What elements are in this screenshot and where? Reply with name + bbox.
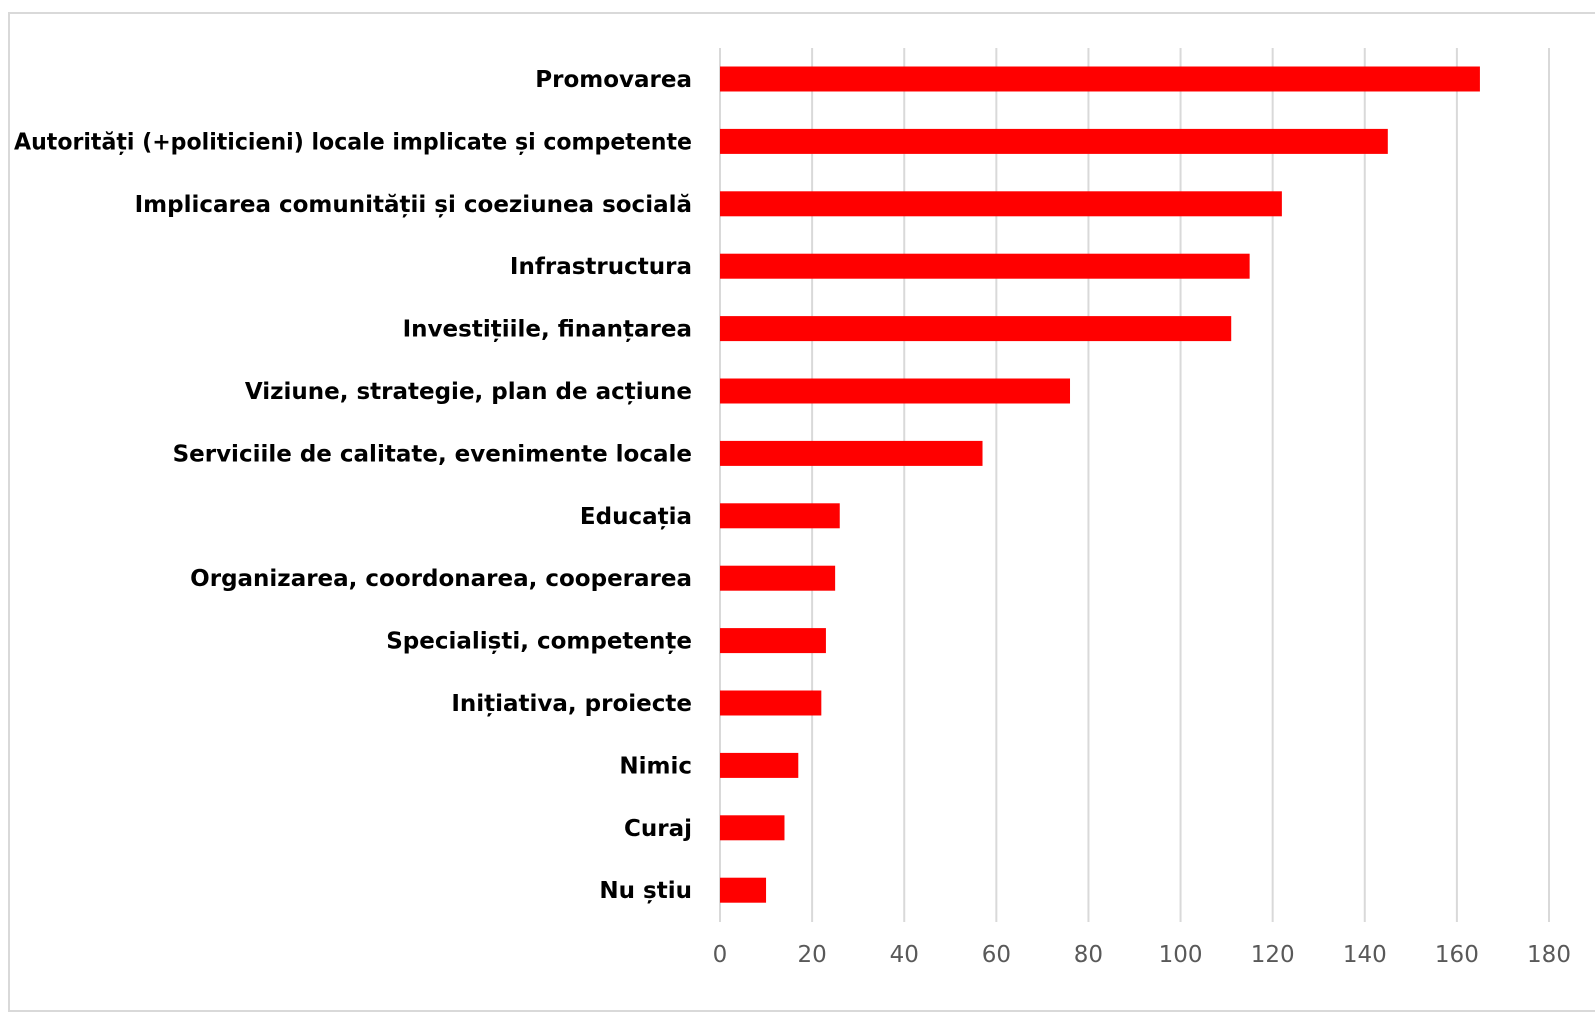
category-labels: Promovarea Autorități (+politicieni) loca… [14,67,692,904]
category-label: Specialiști, competențe [386,629,692,655]
category-label: Investițiile, finanțarea [403,317,692,343]
bar-10 [720,690,822,716]
category-label: Nu știu [599,878,692,904]
bar-2 [720,191,1282,217]
bar-4 [720,316,1232,342]
bar-0 [720,66,1480,92]
x-tick-label: 60 [982,942,1011,968]
bar-1 [720,128,1388,154]
category-label: Serviciile de calitate, evenimente local… [173,441,692,467]
bar-7 [720,503,840,529]
bar-3 [720,253,1250,279]
category-label: Organizarea, coordonarea, cooperarea [190,566,692,592]
category-label: Curaj [624,816,692,842]
x-tick-label: 80 [1074,942,1103,968]
category-label: Viziune, strategie, plan de acțiune [245,379,692,405]
x-tick-label: 120 [1251,942,1295,968]
x-tick-label: 40 [890,942,919,968]
category-label: Educația [580,504,692,530]
bar-5 [720,378,1071,404]
bar-9 [720,628,826,654]
category-label: Promovarea [535,67,692,93]
x-tick-label: 140 [1343,942,1387,968]
category-label: Inițiativa, proiecte [451,691,692,717]
x-tick-label: 180 [1527,942,1571,968]
category-label: Infrastructura [510,254,692,280]
bar-13 [720,877,767,903]
x-axis-tick-labels: 0 20 40 60 80 100 120 140 160 180 [713,942,1571,968]
x-tick-label: 160 [1435,942,1479,968]
bar-12 [720,815,785,841]
x-tick-label: 0 [713,942,728,968]
x-tick-label: 20 [797,942,826,968]
category-label: Implicarea comunității și coeziunea soci… [135,192,692,218]
category-label: Autorități (+politicieni) locale implica… [14,129,692,155]
grid-lines [719,48,1550,922]
category-label: Nimic [619,753,692,779]
bar-11 [720,752,799,778]
bar-8 [720,565,836,591]
bar-6 [720,440,983,466]
x-tick-label: 100 [1159,942,1203,968]
bars [720,66,1480,903]
